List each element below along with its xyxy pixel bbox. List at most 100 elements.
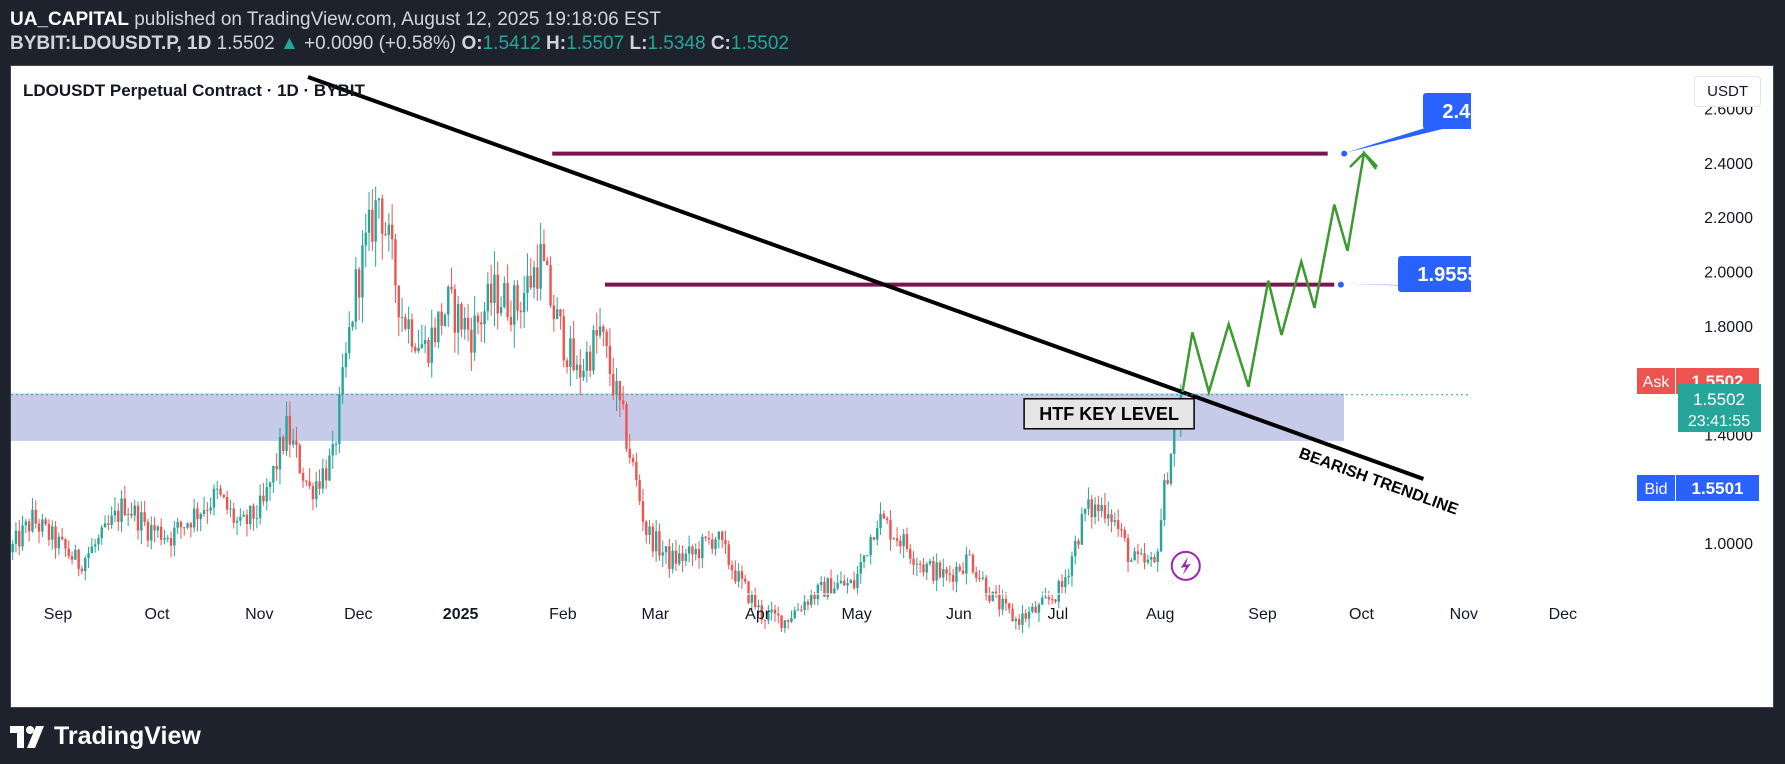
candle-body [1050, 599, 1054, 601]
legend-change: +0.0090 (+0.58%) [304, 33, 457, 54]
candle-body [565, 360, 569, 368]
legend-open: 1.5412 [482, 33, 541, 54]
candle-body [978, 577, 981, 579]
candle-body [126, 514, 130, 516]
candle-body [938, 562, 942, 578]
currency-button[interactable]: USDT [1694, 76, 1761, 107]
candle-body [641, 501, 645, 522]
candle-body [278, 436, 282, 470]
candle-body [84, 558, 87, 572]
candle-body [146, 521, 150, 541]
candle-body [575, 364, 579, 371]
candle-body [420, 344, 424, 348]
tradingview-brand[interactable]: TradingView [10, 722, 201, 751]
candle-body [846, 583, 849, 586]
x-tick-label: Dec [344, 606, 372, 623]
candle-body [11, 543, 14, 553]
candle-body [258, 495, 262, 518]
candle-body [876, 528, 879, 540]
candle-body [849, 580, 853, 584]
candle-body [839, 580, 843, 584]
candle-body [555, 309, 559, 320]
candle-body [549, 265, 552, 306]
candle-body [57, 536, 61, 549]
candle-body [291, 440, 295, 445]
candle-body [390, 224, 394, 240]
candle-body [262, 495, 265, 502]
candle-body [740, 571, 744, 579]
candle-body [298, 444, 301, 473]
publish-line: UA_CAPITAL published on TradingView.com,… [10, 9, 661, 31]
candle-body [998, 593, 1001, 610]
candle-body [915, 563, 919, 565]
candle-body [1077, 540, 1080, 545]
legend-last: 1.5502 [216, 33, 275, 54]
author-name[interactable]: UA_CAPITAL [10, 9, 129, 30]
candle-body [635, 461, 638, 481]
bid-label: Bid [1644, 481, 1667, 498]
candle-body [1090, 499, 1093, 518]
candle-body [895, 538, 899, 541]
candle-body [714, 539, 717, 549]
candle-body [70, 556, 74, 560]
x-tick-label: Jun [946, 606, 972, 623]
candle-body [951, 575, 955, 582]
candle-body [156, 526, 160, 531]
x-tick-label: Aug [1146, 606, 1174, 623]
candle-body [701, 536, 704, 559]
candle-body [272, 465, 275, 483]
candle-body [357, 269, 361, 298]
target-2.4380-pointer [1346, 123, 1467, 153]
candle-body [925, 563, 928, 573]
candle-body [196, 508, 199, 520]
candle-body [27, 521, 31, 532]
candle-body [305, 480, 308, 482]
candle-body [414, 346, 417, 352]
candle-body [704, 536, 707, 539]
candle-body [1017, 618, 1021, 625]
candle-body [225, 496, 229, 510]
candle-body [519, 310, 523, 313]
candle-body [47, 523, 51, 540]
candle-body [734, 570, 737, 582]
candle-body [638, 480, 641, 502]
candle-body [1173, 428, 1176, 454]
candle-body [143, 512, 146, 522]
candle-body [367, 209, 371, 233]
x-tick-label: Sep [44, 606, 73, 623]
candle-body [153, 525, 156, 531]
bid-price: 1.5501 [1692, 479, 1744, 498]
candle-body [324, 468, 328, 481]
candle-body [189, 523, 193, 528]
candle-body [994, 591, 998, 594]
candle-body [1100, 505, 1103, 512]
legend-low-label: L: [629, 33, 648, 54]
candle-body [1149, 557, 1153, 560]
candle-body [503, 283, 506, 308]
bar-countdown: 23:41:55 [1688, 413, 1750, 430]
candle-body [100, 527, 103, 539]
candle-body [107, 523, 110, 525]
candle-body [110, 515, 113, 525]
candle-body [932, 561, 935, 581]
candle-body [166, 537, 169, 539]
candle-body [239, 516, 242, 521]
candle-body [786, 620, 790, 622]
candle-body [24, 521, 28, 526]
candle-body [975, 572, 978, 578]
candle-body [334, 444, 338, 446]
candle-body [1054, 599, 1057, 602]
candle-body [892, 538, 895, 540]
candle-body [74, 549, 77, 560]
candle-body [833, 588, 836, 595]
candle-body [486, 283, 490, 312]
candle-body [645, 521, 648, 535]
candle-body [526, 275, 529, 294]
candle-body [90, 546, 94, 554]
candle-body [539, 243, 542, 289]
candle-body [661, 552, 664, 556]
candle-body [1024, 613, 1027, 619]
candle-body [1008, 603, 1011, 609]
